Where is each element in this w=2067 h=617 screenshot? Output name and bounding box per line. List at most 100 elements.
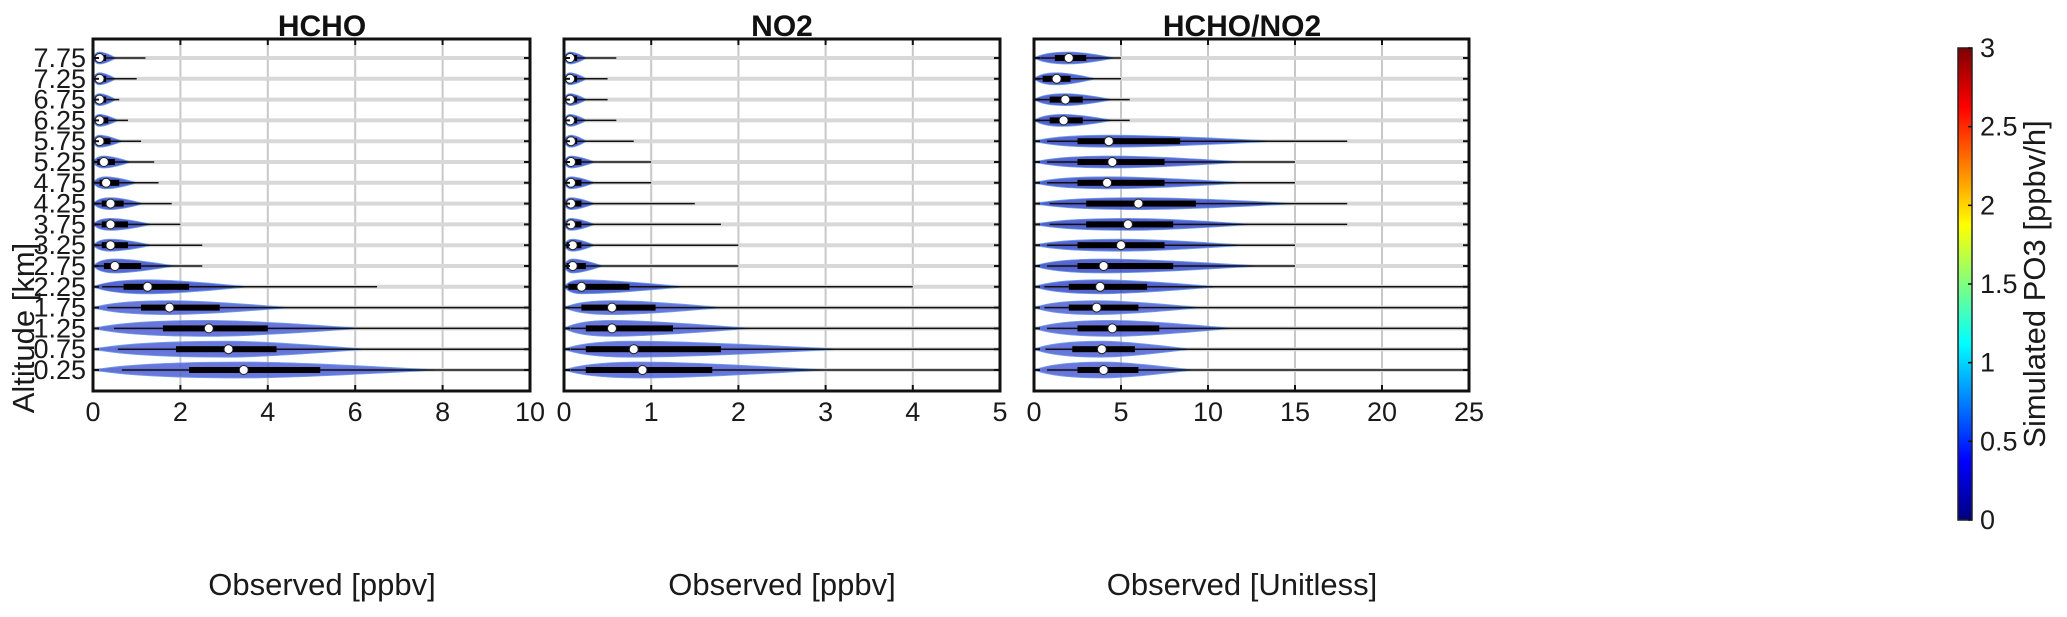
iqr-box	[581, 304, 656, 311]
hcho-no2-panel: 0 5 10 15 20 25	[1026, 37, 1484, 427]
iqr-box	[568, 283, 630, 290]
median-marker	[203, 323, 214, 334]
x-tick-label: 10	[1193, 397, 1223, 427]
axes-frame	[562, 37, 1002, 393]
median-marker	[637, 365, 648, 375]
x-tick-label: 3	[818, 397, 833, 427]
iqr-box	[1077, 138, 1181, 145]
median-marker	[576, 281, 587, 292]
colorbar-tick-label: 0	[1980, 505, 1995, 535]
y-tick-label: 4.75	[33, 168, 86, 198]
iqr-box	[1068, 304, 1139, 311]
x-tick-label: 8	[435, 397, 450, 427]
iqr-box	[585, 325, 673, 332]
y-tick-label: 1.25	[33, 313, 86, 343]
x-tick-label: 6	[348, 397, 363, 427]
x-tick-label: 15	[1280, 397, 1310, 427]
axes-frame	[91, 37, 532, 393]
y-tick-label: 5.25	[33, 147, 86, 177]
y-tick-labels: 0.250.751.251.752.252.753.253.754.254.75…	[33, 43, 86, 385]
iqr-box	[1077, 263, 1174, 269]
median-marker	[628, 344, 639, 355]
x-tick-label: 1	[644, 397, 659, 427]
x-tick-label: 5	[1113, 397, 1128, 427]
median-marker	[606, 302, 617, 313]
iqr-box	[141, 304, 220, 311]
y-tick-label: 0.25	[33, 355, 86, 385]
colorbar: 0 0.5 1 1.5 2 2.5 3 Simulated PO3 [ppbv/h]	[1957, 33, 2052, 535]
y-tick-label: 0.75	[33, 334, 86, 364]
y-tick-label: 4.25	[33, 189, 86, 219]
x-tick-label: 2	[731, 397, 746, 427]
colorbar-tick-label: 2	[1980, 190, 1995, 220]
iqr-box	[1077, 159, 1165, 165]
median-marker	[101, 177, 112, 188]
median-marker	[1107, 323, 1118, 334]
colorbar-tick-label: 2.5	[1980, 112, 2018, 142]
median-marker	[98, 157, 109, 167]
iqr-box	[1068, 283, 1148, 290]
median-marker	[1103, 136, 1114, 147]
iqr-box	[585, 367, 713, 373]
median-marker	[1122, 219, 1133, 230]
iqr-box	[103, 263, 142, 269]
median-marker	[1063, 53, 1074, 63]
x-tick-label: 0	[556, 397, 571, 427]
iqr-box	[1077, 179, 1165, 186]
x-tick-label: 10	[515, 397, 545, 427]
x-tick-label: 2	[173, 397, 188, 427]
median-marker	[109, 261, 120, 271]
median-marker	[1060, 94, 1071, 105]
iqr-box	[123, 283, 190, 290]
iqr-box	[585, 346, 721, 353]
y-tick-label: 7.25	[33, 64, 86, 94]
median-marker	[1133, 198, 1144, 209]
x-tick-label: 25	[1454, 397, 1484, 427]
x-tick-label: 20	[1367, 397, 1397, 427]
colorbar-tick-label: 3	[1980, 33, 1995, 63]
iqr-box	[162, 325, 268, 332]
colorbar-ticks: 0 0.5 1 1.5 2 2.5 3	[1968, 33, 2018, 535]
iqr-box	[1077, 325, 1160, 332]
no2-panel: 0 1 2 3 4 5	[556, 37, 1008, 427]
median-marker	[1116, 240, 1126, 251]
hcho-panel: 0 2 4 6 8 10	[85, 37, 545, 427]
colorbar-label: Simulated PO3 [ppbv/h]	[2017, 120, 2052, 447]
median-marker	[1098, 365, 1109, 375]
median-marker	[606, 323, 617, 334]
median-marker	[1107, 157, 1118, 167]
colorbar-tick-label: 0.5	[1980, 426, 2018, 456]
median-marker	[105, 198, 116, 209]
x-tick-label: 0	[85, 397, 100, 427]
x-tick-label: 4	[260, 397, 275, 427]
x-axis-label-hcho: Observed [ppbv]	[208, 567, 435, 602]
x-tick-label: 4	[905, 397, 920, 427]
y-tick-label: 1.75	[33, 293, 86, 323]
median-marker	[1096, 344, 1107, 355]
y-tick-label: 2.25	[33, 272, 86, 302]
axes-frame	[1032, 37, 1471, 393]
median-marker	[105, 240, 116, 251]
x-axis-label-no2: Observed [ppbv]	[668, 567, 895, 602]
median-marker	[1102, 177, 1113, 188]
y-tick-label: 2.75	[33, 251, 86, 281]
median-marker	[1091, 302, 1102, 313]
median-marker	[105, 219, 116, 230]
median-marker	[1058, 115, 1069, 126]
y-tick-label: 7.75	[33, 43, 86, 73]
median-marker	[1098, 261, 1109, 271]
median-marker	[1095, 281, 1106, 292]
median-marker	[238, 365, 249, 375]
median-marker	[164, 302, 175, 313]
x-tick-label: 5	[992, 397, 1007, 427]
y-tick-label: 6.75	[33, 85, 86, 115]
x-tick-label: 0	[1026, 397, 1041, 427]
colorbar-tick-label: 1.5	[1980, 269, 2018, 299]
median-marker	[1051, 73, 1062, 84]
y-axis-label: Altitude [km]	[6, 243, 41, 414]
y-tick-label: 3.25	[33, 230, 86, 260]
y-tick-label: 3.75	[33, 209, 86, 239]
x-axis-label-ratio: Observed [Unitless]	[1107, 567, 1378, 602]
y-tick-label: 6.25	[33, 105, 86, 135]
